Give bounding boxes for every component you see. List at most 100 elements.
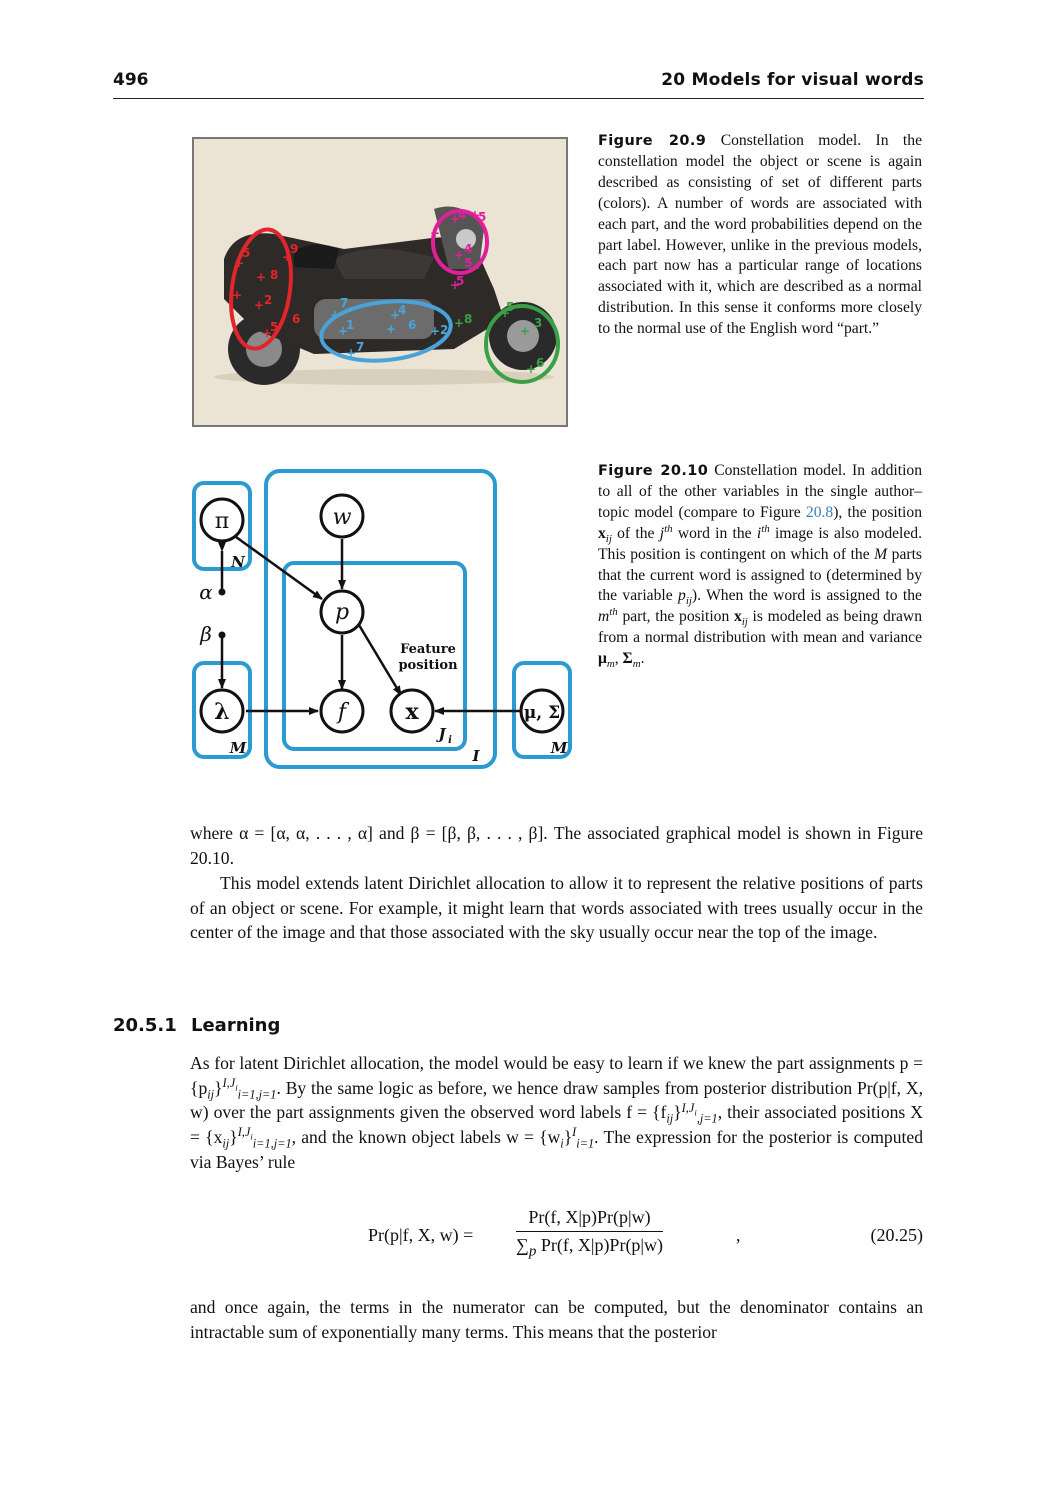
label-alpha: α <box>199 580 213 604</box>
node-lambda <box>199 688 245 734</box>
sum-subscript: p <box>528 1243 537 1260</box>
equation-number: (20.25) <box>870 1225 924 1245</box>
label-lambda: λ <box>214 699 229 725</box>
node-x <box>389 688 435 734</box>
plate-I <box>264 469 497 769</box>
math-sup: th <box>609 606 618 619</box>
marker-plus: + <box>254 298 264 312</box>
math-sup: th <box>664 522 673 535</box>
node-pi <box>199 497 245 543</box>
marker-label: 8 <box>270 268 278 282</box>
figure-label: Figure 20.9 <box>598 133 707 149</box>
caption-text: Constellation model. In addition to all … <box>598 462 923 521</box>
math-i: i <box>756 524 762 542</box>
node-p <box>319 589 365 635</box>
label-mu-sigma: μ, Σ <box>524 703 560 723</box>
caption-text: is modeled as being drawn from a normal … <box>598 608 922 647</box>
paragraph-text: where α = [α, α, . . . , α] and β = [β, … <box>190 823 923 868</box>
magenta-part-ellipse <box>431 209 489 275</box>
math-x: x <box>598 524 606 542</box>
math-sigma: Σ <box>622 650 633 668</box>
marker-label: 3 <box>534 316 542 330</box>
math-x: x <box>733 608 742 626</box>
red-markers: +5 +9 +8 +2 +6 +5 <box>232 242 300 340</box>
caption-text: word in the <box>672 524 757 542</box>
math-sup: th <box>761 522 770 535</box>
alpha-dot <box>218 588 226 596</box>
page-number: 496 <box>113 70 149 90</box>
caption-text: image is also modeled. This position is … <box>598 524 922 563</box>
marker-plus: + <box>262 326 272 340</box>
green-part-ellipse <box>484 304 560 384</box>
edge-p-x <box>357 624 403 696</box>
paragraph-text: This model extends latent Dirichlet allo… <box>190 873 923 943</box>
math-sub: ij <box>741 616 748 629</box>
marker-plus: + <box>390 308 400 322</box>
graphical-model-diagram: π w p λ f x μ, Σ α β N M M I J i Feature… <box>188 467 578 772</box>
caption-text: parts that the current word is assigned … <box>598 545 922 605</box>
edge-pi-p <box>235 535 323 601</box>
node-w <box>319 493 365 539</box>
math-p: p <box>678 587 686 605</box>
marker-plus: + <box>430 226 440 240</box>
nodes <box>199 493 565 734</box>
marker-plus: + <box>454 248 464 262</box>
marker-label: 5 <box>242 246 250 260</box>
body-paragraph-2: This model extends latent Dirichlet allo… <box>190 871 923 945</box>
marker-label: 1 <box>346 318 354 332</box>
equation-denominator: ∑p Pr(f, X|p)Pr(p|w) <box>516 1232 663 1261</box>
chapter-title: 20 Models for visual words <box>661 70 924 90</box>
label-plate-J: J <box>435 725 446 743</box>
marker-label: 5 <box>478 210 486 224</box>
motorcycle-photo: +5 +9 +8 +2 +6 +5 +4 +5 +4 +5 +5 +7 +1 +… <box>192 137 568 427</box>
label-plate-I: I <box>471 747 480 765</box>
marker-plus: + <box>470 208 480 222</box>
node-f <box>319 688 365 734</box>
math-sub: ij <box>685 595 692 608</box>
math-M: M <box>874 545 888 563</box>
node-mu-sigma <box>519 688 565 734</box>
caption-text: . <box>640 650 645 668</box>
marker-plus: + <box>256 270 266 284</box>
caption-text: ). When the word is assigned to the <box>691 587 922 605</box>
caption-text: part, the position <box>617 608 734 626</box>
section-heading: 20.5.1 Learning <box>113 1015 280 1036</box>
label-plate-N: N <box>230 553 246 571</box>
marker-label: 5 <box>456 274 464 288</box>
marker-label: 2 <box>264 293 272 307</box>
word-markers: +5 +9 +8 +2 +6 +5 +4 +5 +4 +5 +5 +7 +1 +… <box>232 208 544 376</box>
label-beta: β <box>199 622 212 646</box>
marker-label: 6 <box>536 356 544 370</box>
headlight <box>456 229 476 249</box>
engine <box>314 299 434 339</box>
marker-plus: + <box>232 288 242 302</box>
label-plate-M-left: M <box>229 739 247 757</box>
figure-20-9-caption: Figure 20.9 Constellation model. In the … <box>598 131 922 340</box>
marker-plus: + <box>526 362 536 376</box>
math-sub: m <box>606 658 615 671</box>
annotation-feature: Feature <box>400 642 456 657</box>
red-part-ellipse <box>229 227 293 351</box>
marker-plus: + <box>346 346 356 360</box>
marker-plus: + <box>500 306 510 320</box>
figure-ref-link[interactable]: 20.8 <box>805 503 834 521</box>
label-plate-J-sub: i <box>448 735 452 746</box>
marker-plus: + <box>386 322 396 336</box>
marker-plus: + <box>450 212 460 226</box>
marker-plus: + <box>454 316 464 330</box>
caption-text: of the <box>611 524 660 542</box>
math-sub: m <box>632 658 641 671</box>
green-markers: +8 +5 +3 +6 <box>454 300 544 376</box>
equation-comma: , <box>736 1225 741 1245</box>
math-m: m <box>598 608 610 626</box>
fuel-tank <box>334 248 434 279</box>
body-paragraph-3: As for latent Dirichlet allocation, the … <box>190 1051 923 1175</box>
beta-dot <box>218 631 226 639</box>
marker-plus: + <box>330 308 340 322</box>
section-title: Learning <box>191 1015 281 1036</box>
caption-text: Constellation model. In the constellatio… <box>598 132 922 338</box>
annotation-position: position <box>398 658 458 673</box>
edges <box>218 535 520 715</box>
body-paragraph-4: and once again, the terms in the numerat… <box>190 1295 923 1344</box>
section-number: 20.5.1 <box>113 1015 177 1036</box>
